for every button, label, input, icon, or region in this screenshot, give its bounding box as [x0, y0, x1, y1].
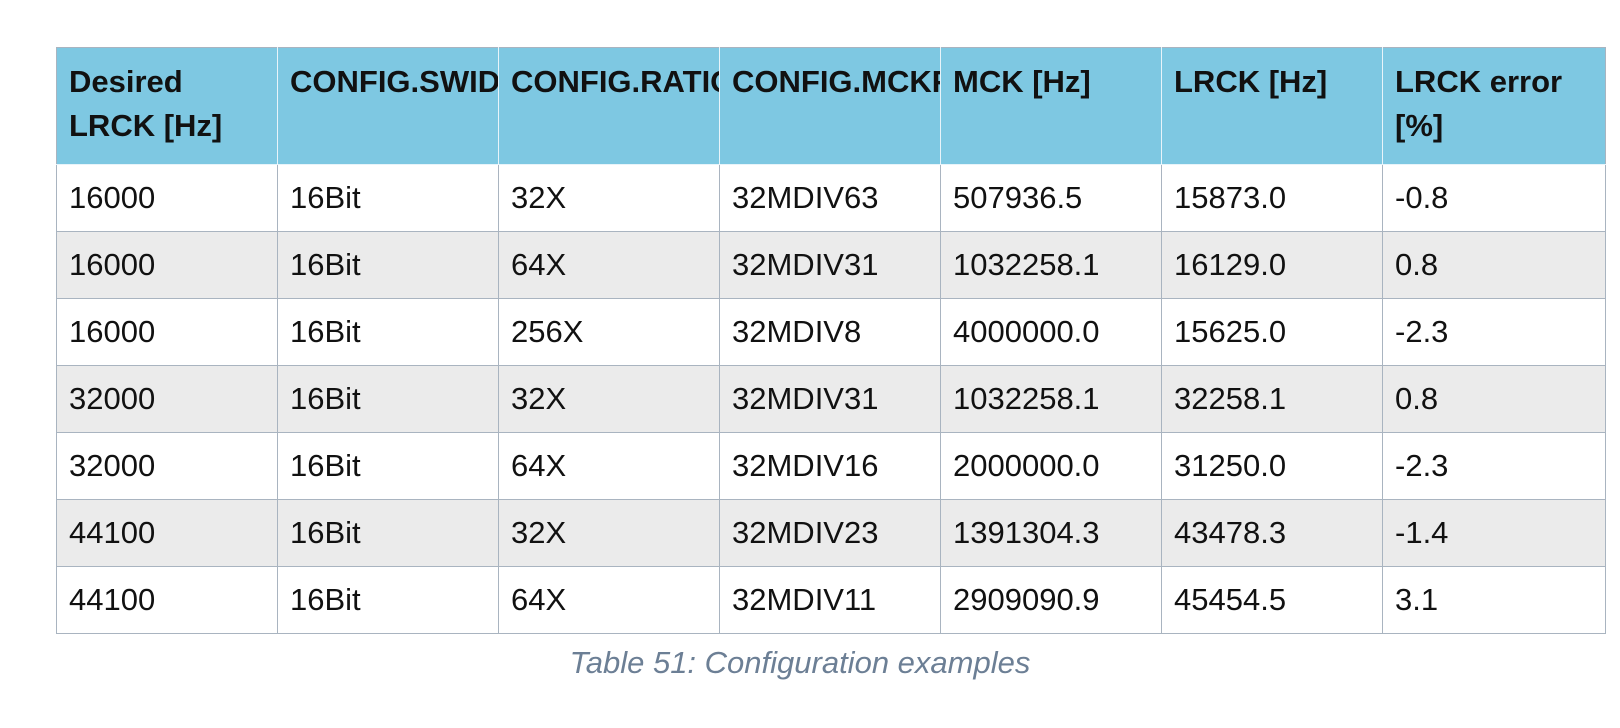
config-examples-table-container: Desired LRCK [Hz] CONFIG.SWIDTH CONFIG.R…	[56, 47, 1606, 634]
cell-ratio: 32X	[498, 164, 720, 232]
table-row: 16000 16Bit 32X 32MDIV63 507936.5 15873.…	[56, 164, 1606, 232]
cell-mckfreq: 32MDIV31	[719, 365, 941, 433]
cell-swidth: 16Bit	[277, 365, 499, 433]
table-row: 16000 16Bit 256X 32MDIV8 4000000.0 15625…	[56, 298, 1606, 366]
cell-mckfreq: 32MDIV63	[719, 164, 941, 232]
cell-desired-lrck: 32000	[56, 432, 278, 500]
cell-swidth: 16Bit	[277, 164, 499, 232]
cell-desired-lrck: 16000	[56, 298, 278, 366]
cell-lrck-error: -2.3	[1382, 432, 1606, 500]
cell-lrck-error: 0.8	[1382, 365, 1606, 433]
cell-ratio: 64X	[498, 231, 720, 299]
cell-ratio: 32X	[498, 365, 720, 433]
table-caption: Table 51: Configuration examples	[569, 645, 1031, 680]
header-lrck: LRCK [Hz]	[1161, 47, 1383, 165]
header-mck: MCK [Hz]	[940, 47, 1162, 165]
table-header: Desired LRCK [Hz] CONFIG.SWIDTH CONFIG.R…	[56, 47, 1606, 165]
cell-lrck: 32258.1	[1161, 365, 1383, 433]
cell-lrck-error: -2.3	[1382, 298, 1606, 366]
cell-lrck: 45454.5	[1161, 566, 1383, 634]
table-body: 16000 16Bit 32X 32MDIV63 507936.5 15873.…	[56, 164, 1606, 634]
table-row: 32000 16Bit 64X 32MDIV16 2000000.0 31250…	[56, 432, 1606, 500]
config-examples-table: Desired LRCK [Hz] CONFIG.SWIDTH CONFIG.R…	[56, 47, 1606, 634]
cell-mck: 507936.5	[940, 164, 1162, 232]
header-config-ratio: CONFIG.RATIO	[498, 47, 720, 165]
cell-ratio: 256X	[498, 298, 720, 366]
cell-swidth: 16Bit	[277, 231, 499, 299]
cell-swidth: 16Bit	[277, 499, 499, 567]
cell-lrck: 43478.3	[1161, 499, 1383, 567]
cell-desired-lrck: 44100	[56, 499, 278, 567]
cell-lrck-error: 0.8	[1382, 231, 1606, 299]
table-row: 44100 16Bit 64X 32MDIV11 2909090.9 45454…	[56, 566, 1606, 634]
cell-mck: 1032258.1	[940, 365, 1162, 433]
header-config-swidth: CONFIG.SWIDTH	[277, 47, 499, 165]
cell-lrck: 15625.0	[1161, 298, 1383, 366]
header-lrck-error: LRCK error [%]	[1382, 47, 1606, 165]
cell-swidth: 16Bit	[277, 566, 499, 634]
cell-mck: 2909090.9	[940, 566, 1162, 634]
cell-lrck-error: -1.4	[1382, 499, 1606, 567]
cell-mckfreq: 32MDIV8	[719, 298, 941, 366]
table-row: 44100 16Bit 32X 32MDIV23 1391304.3 43478…	[56, 499, 1606, 567]
cell-mckfreq: 32MDIV23	[719, 499, 941, 567]
cell-ratio: 64X	[498, 432, 720, 500]
cell-desired-lrck: 32000	[56, 365, 278, 433]
cell-swidth: 16Bit	[277, 432, 499, 500]
table-row: 16000 16Bit 64X 32MDIV31 1032258.1 16129…	[56, 231, 1606, 299]
cell-desired-lrck: 44100	[56, 566, 278, 634]
header-row: Desired LRCK [Hz] CONFIG.SWIDTH CONFIG.R…	[56, 47, 1606, 165]
cell-mck: 2000000.0	[940, 432, 1162, 500]
cell-mckfreq: 32MDIV16	[719, 432, 941, 500]
cell-lrck-error: -0.8	[1382, 164, 1606, 232]
cell-desired-lrck: 16000	[56, 231, 278, 299]
cell-lrck-error: 3.1	[1382, 566, 1606, 634]
header-desired-lrck: Desired LRCK [Hz]	[56, 47, 278, 165]
cell-ratio: 32X	[498, 499, 720, 567]
cell-mckfreq: 32MDIV31	[719, 231, 941, 299]
header-config-mckfreq: CONFIG.MCKFREQ	[719, 47, 941, 165]
cell-desired-lrck: 16000	[56, 164, 278, 232]
cell-mckfreq: 32MDIV11	[719, 566, 941, 634]
cell-mck: 1391304.3	[940, 499, 1162, 567]
cell-lrck: 31250.0	[1161, 432, 1383, 500]
cell-ratio: 64X	[498, 566, 720, 634]
cell-lrck: 15873.0	[1161, 164, 1383, 232]
cell-mck: 1032258.1	[940, 231, 1162, 299]
cell-swidth: 16Bit	[277, 298, 499, 366]
cell-lrck: 16129.0	[1161, 231, 1383, 299]
table-row: 32000 16Bit 32X 32MDIV31 1032258.1 32258…	[56, 365, 1606, 433]
cell-mck: 4000000.0	[940, 298, 1162, 366]
